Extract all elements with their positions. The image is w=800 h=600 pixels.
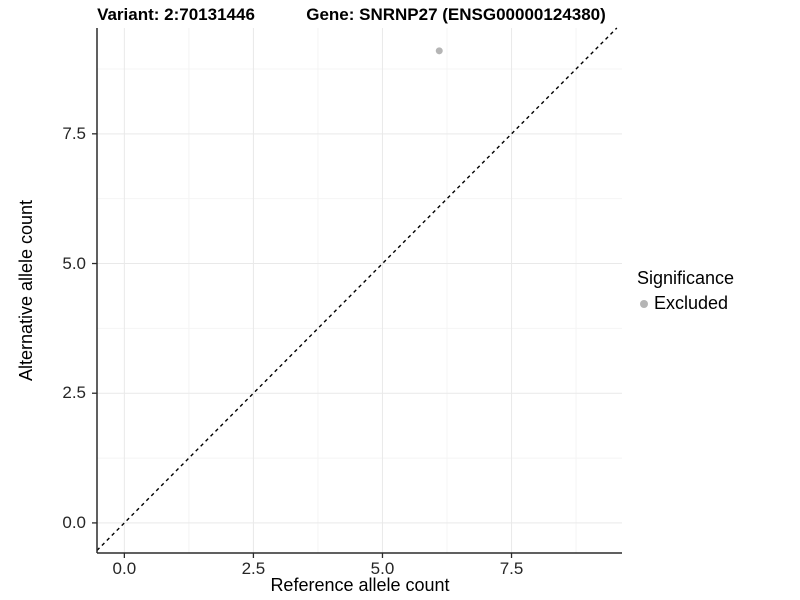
plot-title-gene: Gene: SNRNP27 (ENSG00000124380)	[306, 5, 606, 24]
legend: Significance Excluded	[637, 268, 734, 314]
y-tick-label: 5.0	[62, 253, 86, 273]
y-axis-title: Alternative allele count	[16, 199, 37, 381]
legend-marker-excluded-icon	[640, 299, 648, 308]
x-tick-label: 2.5	[241, 559, 266, 578]
legend-entry-excluded: Excluded	[637, 293, 734, 314]
legend-entry-label: Excluded	[654, 293, 729, 313]
x-tick-label: 5.0	[370, 559, 395, 578]
identity-reference-line	[96, 27, 618, 551]
x-tick-label: 0.0	[112, 559, 137, 578]
y-tick-label: 0.0	[62, 512, 86, 532]
y-axis-title-box: Alternative allele count	[10, 110, 44, 470]
legend-title: Significance	[637, 268, 735, 288]
y-tick-label: 2.5	[62, 383, 86, 403]
y-tick-label: 7.5	[62, 123, 86, 143]
plot-title-variant: Variant: 2:70131446	[97, 5, 255, 24]
x-axis-title: Reference allele count	[270, 575, 450, 595]
data-point-excluded	[435, 47, 443, 55]
x-tick-label: 7.5	[499, 559, 524, 578]
